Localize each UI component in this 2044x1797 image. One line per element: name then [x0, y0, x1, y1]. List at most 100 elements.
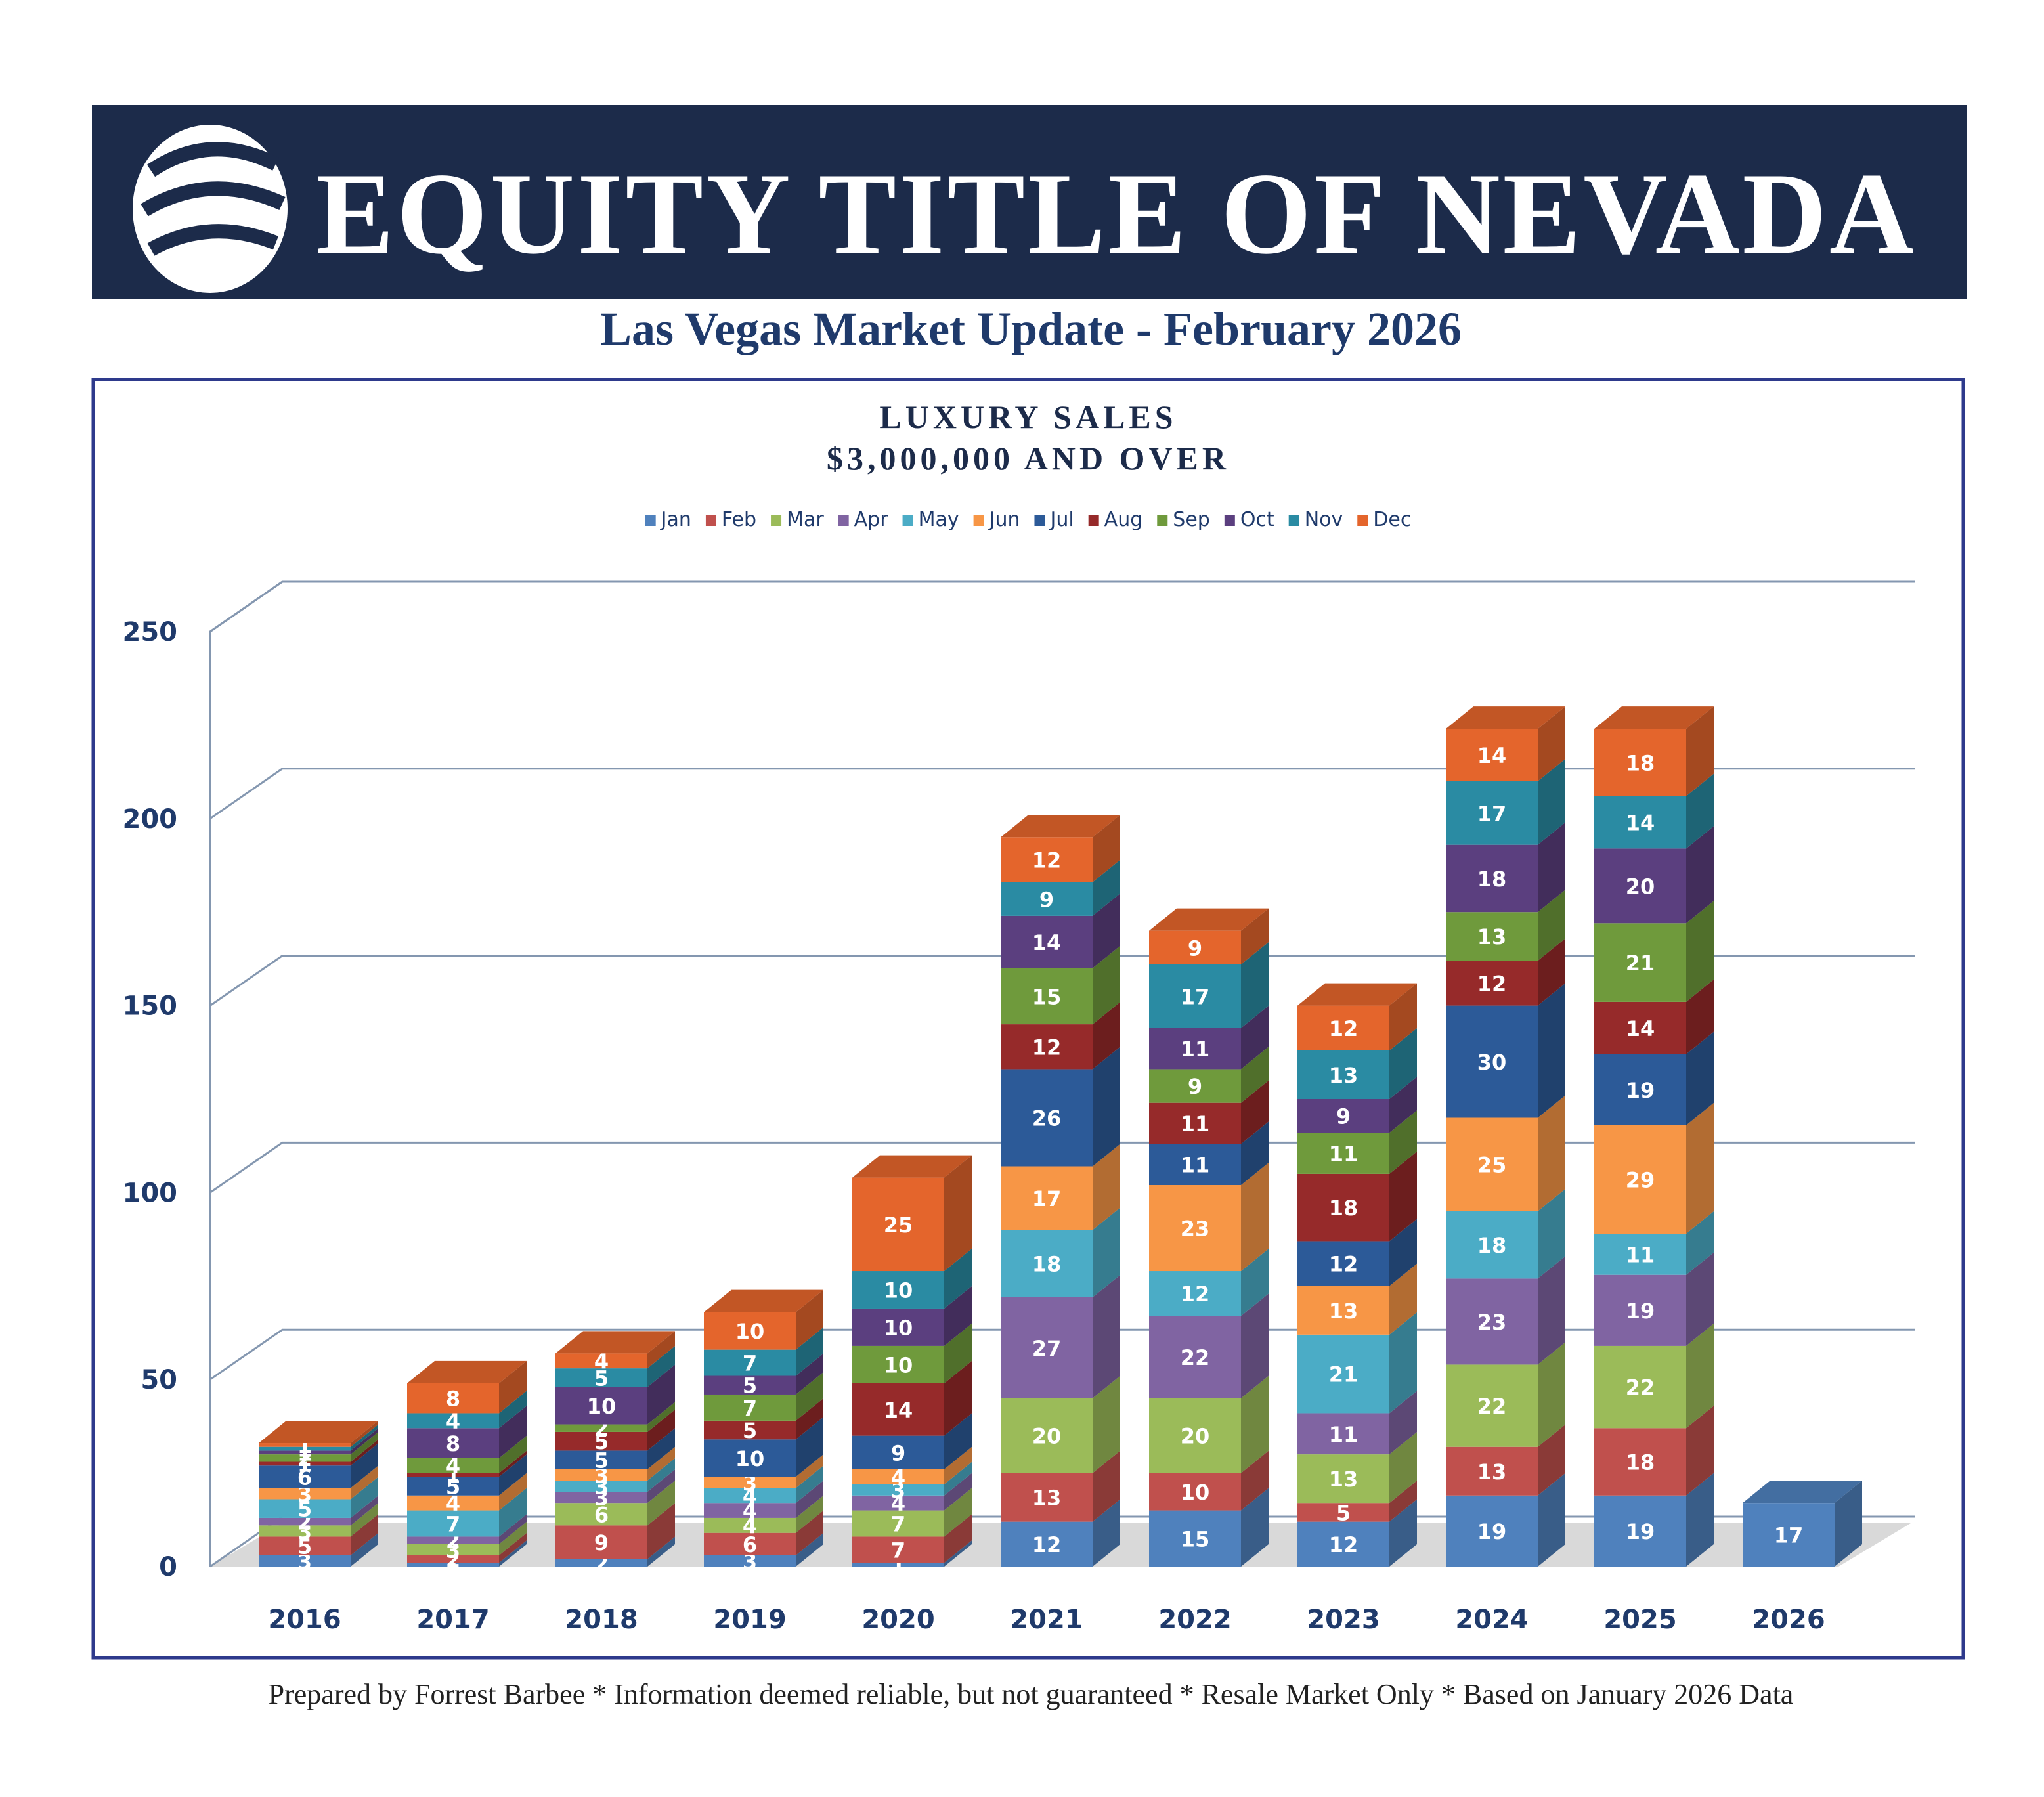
bar	[1001, 837, 1093, 882]
bar-side	[1241, 1163, 1269, 1272]
value-label: 26	[1032, 1106, 1062, 1131]
bar-side	[1241, 1121, 1269, 1186]
bar-side	[1389, 1481, 1417, 1522]
bar	[1594, 848, 1686, 924]
bar-side	[1538, 1342, 1565, 1447]
bar	[1001, 1473, 1093, 1522]
bar-side	[1389, 1391, 1417, 1455]
value-label: 10	[735, 1319, 765, 1344]
bar-side	[499, 1391, 527, 1429]
bar-side	[647, 1503, 675, 1559]
value-label: 9	[594, 1530, 609, 1555]
bar	[852, 1383, 944, 1436]
legend-label: Oct	[1240, 508, 1274, 531]
value-label: 12	[1032, 1532, 1062, 1557]
bar	[852, 1271, 944, 1309]
bar	[1149, 1271, 1241, 1316]
bar-side	[1093, 1207, 1120, 1297]
bar	[1149, 1102, 1241, 1144]
bar-side	[647, 1428, 675, 1469]
bar	[1297, 1503, 1389, 1522]
bar-side	[351, 1495, 378, 1526]
value-label: 21	[1626, 951, 1655, 976]
y-tick-label: 250	[123, 617, 178, 647]
x-tick-label: 2023	[1307, 1605, 1380, 1635]
bar	[704, 1517, 796, 1533]
value-label: 19	[1626, 1519, 1655, 1544]
bar	[1149, 964, 1241, 1028]
bar	[704, 1394, 796, 1421]
legend-label: Nov	[1305, 508, 1343, 531]
bar-side	[1538, 758, 1565, 845]
value-label: 30	[1477, 1050, 1507, 1075]
bar-side	[1538, 983, 1565, 1118]
bar-side	[499, 1514, 527, 1544]
value-label: 15	[1032, 984, 1062, 1009]
bar-side	[647, 1481, 675, 1526]
bar	[704, 1555, 796, 1567]
bar	[1594, 1234, 1686, 1275]
value-label: 12	[1329, 1016, 1359, 1041]
value-label: 4	[446, 1454, 460, 1479]
bar	[1446, 961, 1538, 1006]
value-label: 6	[594, 1502, 609, 1527]
bar	[407, 1536, 499, 1544]
bar	[1446, 1446, 1538, 1496]
value-label: 8	[446, 1431, 460, 1456]
bar	[1297, 1050, 1389, 1099]
bar-side	[1241, 908, 1269, 964]
value-label: 18	[1626, 1450, 1655, 1475]
value-label: 12	[1181, 1282, 1210, 1307]
header-subtitle: Las Vegas Market Update - February 2026	[600, 303, 1462, 355]
bar-side	[1686, 901, 1714, 1002]
bar-side	[1241, 1293, 1269, 1398]
bar	[852, 1345, 944, 1383]
y-tick-label: 100	[123, 1178, 178, 1208]
bar	[1297, 1413, 1389, 1455]
value-label: 14	[1477, 743, 1507, 768]
bar	[407, 1473, 499, 1477]
x-tick-label: 2021	[1010, 1605, 1083, 1635]
bar	[1446, 1364, 1538, 1447]
bar	[1001, 1069, 1093, 1167]
bar	[1743, 1503, 1835, 1567]
value-label: 20	[1181, 1424, 1210, 1449]
bar	[1297, 1099, 1389, 1133]
bar-side	[1241, 1047, 1269, 1103]
bar	[555, 1469, 647, 1481]
legend-label: Sep	[1173, 508, 1210, 531]
bar-side	[499, 1435, 527, 1473]
value-label: 19	[1626, 1078, 1655, 1103]
bar-top	[1446, 706, 1565, 729]
bar	[1297, 1133, 1389, 1174]
bar	[852, 1495, 944, 1511]
bar-side	[647, 1409, 675, 1451]
header-banner	[92, 105, 1967, 299]
bar-side	[1389, 1110, 1417, 1174]
logo	[133, 125, 288, 293]
bar	[1001, 1230, 1093, 1297]
bar	[1297, 1173, 1389, 1242]
bar-top	[555, 1331, 675, 1354]
bar-top	[1149, 908, 1269, 931]
value-label: 5	[297, 1534, 312, 1559]
bar	[1594, 1495, 1686, 1567]
bar-top	[259, 1421, 378, 1444]
bar	[704, 1420, 796, 1440]
bar-side	[647, 1346, 675, 1387]
bar-side	[1686, 1031, 1714, 1125]
bar	[555, 1492, 647, 1504]
bar	[852, 1536, 944, 1563]
bar-top	[852, 1155, 972, 1178]
bar	[1446, 781, 1538, 845]
value-label: 9	[891, 1440, 905, 1465]
bar-top	[1001, 815, 1120, 838]
bar-side	[1389, 1151, 1417, 1242]
bar-side	[499, 1521, 527, 1555]
bar-side	[944, 1323, 972, 1383]
bar	[1149, 1510, 1241, 1567]
bar	[1297, 1286, 1389, 1335]
bar-side	[1686, 1102, 1714, 1234]
bar	[259, 1499, 351, 1518]
bar	[852, 1563, 944, 1567]
